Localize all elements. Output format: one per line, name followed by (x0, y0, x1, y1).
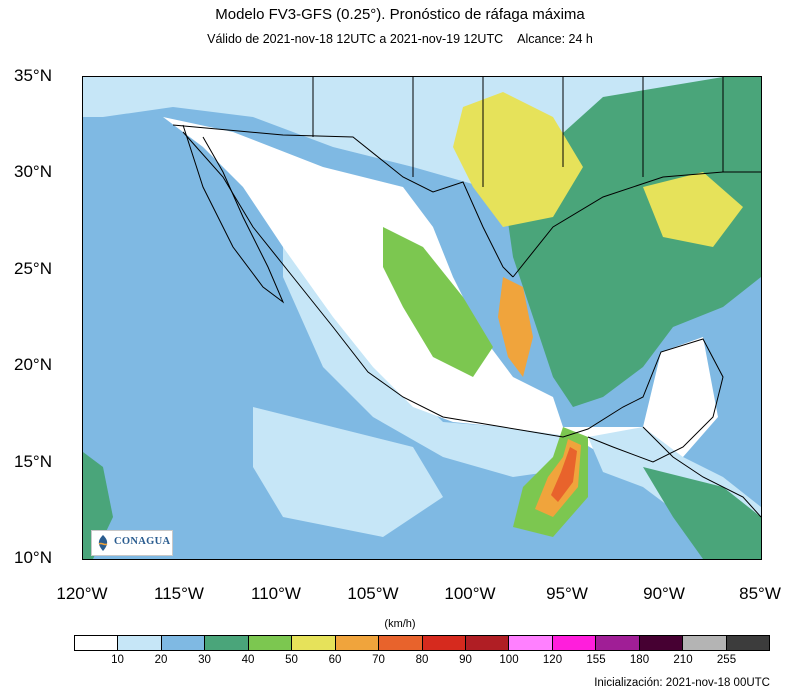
map-canvas (83, 77, 761, 559)
lat-label-25: 25°N (14, 259, 52, 278)
lat-label-20: 20°N (14, 355, 52, 374)
colorbar-tick-label: 120 (542, 654, 563, 666)
colorbar-segment (465, 636, 510, 650)
colorbar-segment (509, 636, 553, 650)
coastal-orange-north (498, 277, 533, 377)
colorbar-segment (118, 636, 162, 650)
colorbar-segment (726, 636, 769, 650)
colorbar-tick-label: 90 (459, 654, 472, 666)
colorbar-segment (683, 636, 727, 650)
colorbar-segment (335, 636, 380, 650)
gust-forecast-map (82, 76, 762, 560)
country-borders (172, 77, 761, 518)
colorbar-segment (248, 636, 293, 650)
conagua-logo-text: CONAGUA (114, 536, 171, 547)
lon-label-85: 85°W (739, 584, 781, 603)
colorbar-tick-label: 20 (154, 654, 168, 666)
colorbar-segment (422, 636, 466, 650)
lon-label-100: 100°W (444, 584, 496, 603)
colorbar-tick-label: 60 (328, 654, 342, 666)
colorbar-segment (639, 636, 684, 650)
us-gulf-coast (512, 171, 761, 278)
us-state-lines (312, 77, 724, 187)
colorbar-tick-label: 10 (111, 654, 124, 666)
colorbar-tick-label: 70 (372, 654, 385, 666)
colorbar-tick-label: 30 (198, 654, 211, 666)
lon-label-110: 110°W (251, 584, 301, 603)
colorbar-labels: 10 20 30 40 50 60 70 80 90 100 120 155 180 210 255 (74, 654, 770, 670)
map-subtitle: Válido de 2021-nov-18 12UTC a 2021-nov-1… (0, 32, 800, 46)
colorbar-tick-label: 210 (673, 654, 693, 666)
pacific-light-band (283, 227, 583, 477)
lat-label-10: 10°N (14, 548, 52, 567)
pacific-light-patch (253, 407, 443, 537)
forecast-range: Alcance: 24 h (517, 32, 593, 46)
colorbar-segment (205, 636, 249, 650)
lon-label-115: 115°W (154, 584, 204, 603)
lon-label-90: 90°W (643, 584, 685, 603)
conagua-emblem-icon (98, 535, 108, 551)
lat-label-15: 15°N (14, 452, 52, 471)
se-green (643, 467, 761, 559)
valid-period: Válido de 2021-nov-18 12UTC a 2021-nov-1… (207, 32, 504, 46)
conagua-logo: CONAGUA (91, 530, 173, 556)
colorbar-segment (596, 636, 640, 650)
lon-label-95: 95°W (546, 584, 588, 603)
mexico-coastline (182, 131, 724, 463)
us-mexico-border (172, 124, 514, 278)
lat-label-30: 30°N (14, 162, 52, 181)
baja-coastline (182, 124, 285, 304)
north-yellow (453, 92, 583, 227)
lat-label-35: 35°N (14, 66, 52, 85)
colorbar-tick-label: 155 (586, 654, 606, 666)
colorbar-tick-label: 80 (415, 654, 429, 666)
colorbar-tick-label: 50 (285, 654, 298, 666)
initialization-time: Inicialización: 2021-nov-18 00UTC (594, 677, 770, 689)
colorbar-tick-label: 100 (499, 654, 519, 666)
colorbar (74, 635, 770, 651)
ne-yellow (643, 172, 743, 247)
central-america-borders (642, 426, 761, 518)
tehuantepec-red (551, 447, 577, 502)
colorbar-segment (552, 636, 597, 650)
colorbar-segment (379, 636, 423, 650)
colorbar-units: (km/h) (384, 618, 416, 630)
colorbar-tick-label: 180 (629, 654, 650, 666)
colorbar-tick-label: 255 (716, 654, 737, 666)
map-title: Modelo FV3-GFS (0.25°). Pronóstico de rá… (215, 6, 585, 23)
colorbar-segment (292, 636, 336, 650)
colorbar-tick-label: 40 (241, 654, 255, 666)
sierra-green (383, 227, 493, 377)
lon-label-105: 105°W (347, 584, 399, 603)
colorbar-segment (75, 636, 119, 650)
colorbar-segment (161, 636, 206, 650)
lon-label-120: 120°W (56, 584, 108, 603)
